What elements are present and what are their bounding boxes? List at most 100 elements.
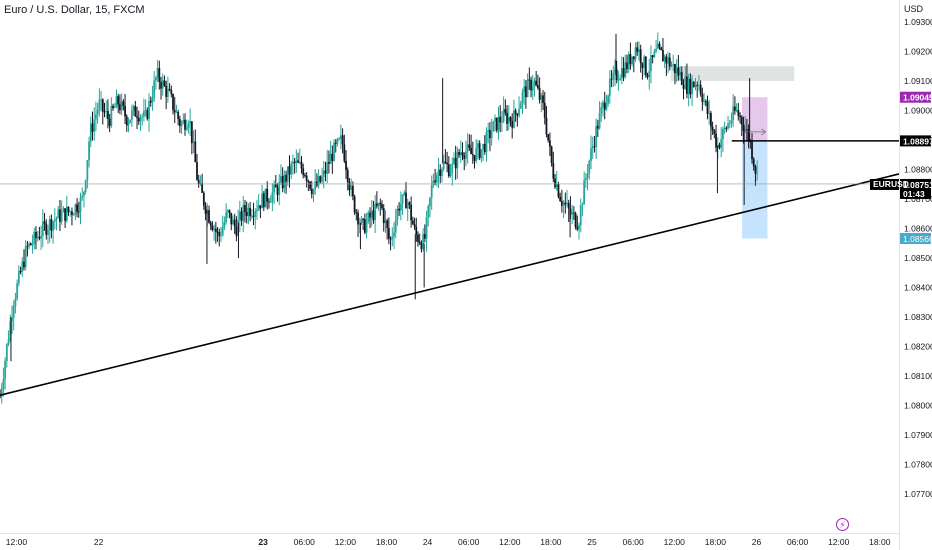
candle [595,118,598,159]
candle-body [641,63,644,69]
candle-body [489,129,491,139]
candle-body [492,121,495,132]
candle-body [636,47,639,52]
candle-body [247,207,250,216]
candle [442,154,445,172]
candle [220,227,222,242]
time-axis[interactable]: 12:00 22 23 06:00 12:00 18:00 24 06:00 12:00 18:0… [0,533,899,548]
candle-body [256,209,258,212]
lightning-icon[interactable]: ⚡ [836,518,849,531]
candle [393,222,395,249]
candle [737,103,740,121]
candle-body [687,78,690,94]
candle-body [453,157,455,164]
candle-body [670,65,673,67]
candle [153,70,156,102]
candle-body [148,101,150,119]
candle [494,114,496,132]
candle-body [528,79,531,81]
candle [276,183,279,202]
candle-body [312,189,315,195]
symbol-tag-bg [870,178,899,190]
candle [398,202,401,216]
candle-body [185,127,188,130]
zones-layer [670,66,795,239]
candle [725,126,728,133]
candle-body [28,243,31,247]
candle-body [509,117,512,121]
candle [304,172,306,178]
candle [692,80,695,88]
candle [38,226,41,241]
candle [583,171,586,205]
candle [562,200,565,219]
candle [115,89,118,108]
candle-body [470,147,472,154]
candle [699,80,702,97]
candle [194,129,197,163]
candle [663,54,666,69]
candle-body [718,144,721,148]
candle [415,217,418,242]
candle-body [300,161,303,169]
target-price-tag-bg [900,91,931,103]
candle-body [595,125,598,148]
candle-body [518,108,520,116]
candle [113,103,116,109]
candle [5,343,8,368]
candle [65,195,68,223]
candle-body [708,113,711,114]
candle-body [710,113,712,127]
candle [117,93,120,113]
candle [675,59,678,83]
candle [612,65,615,87]
candle [370,199,373,227]
candle-body [749,141,752,143]
candle [718,142,721,150]
target-price-tag: 1.09045 [900,91,932,103]
candle [417,231,419,247]
candle [189,108,192,137]
candle [175,104,178,114]
candle-body [348,182,351,190]
candle [357,209,359,238]
time-tick-label: 22 [94,537,104,547]
candle [703,92,705,106]
candle [91,111,94,141]
candle [43,212,46,231]
candle-body [485,132,488,153]
candle [434,168,437,186]
candle [653,48,656,58]
candle-body [615,69,618,81]
candle-body [516,113,519,116]
candle-body [627,54,630,70]
candle [656,32,659,49]
candle-body [501,121,503,123]
candle-body [122,101,125,106]
candle [95,101,97,132]
symbol-tag-text: EURUSD [873,179,909,189]
candle-body [598,113,601,129]
candle-body [607,95,610,104]
price-axis[interactable]: 1.093001.092001.091001.090001.089001.088… [899,0,932,550]
candle-body [365,221,368,233]
candle-body [86,160,89,181]
candle [132,104,135,117]
candle-body [76,204,78,212]
candle-body [483,143,486,153]
candle-body [423,234,426,239]
candle-body [584,178,587,181]
candle-body [233,219,236,227]
candle [586,164,589,191]
candle-body [329,153,332,164]
candle-body [261,193,263,209]
candle [298,148,301,165]
candle-body [158,68,161,83]
candle [722,126,724,153]
candle [184,113,186,136]
candle-body [401,194,404,204]
candle [83,190,85,208]
candle [50,214,53,239]
candle-body [74,204,77,215]
